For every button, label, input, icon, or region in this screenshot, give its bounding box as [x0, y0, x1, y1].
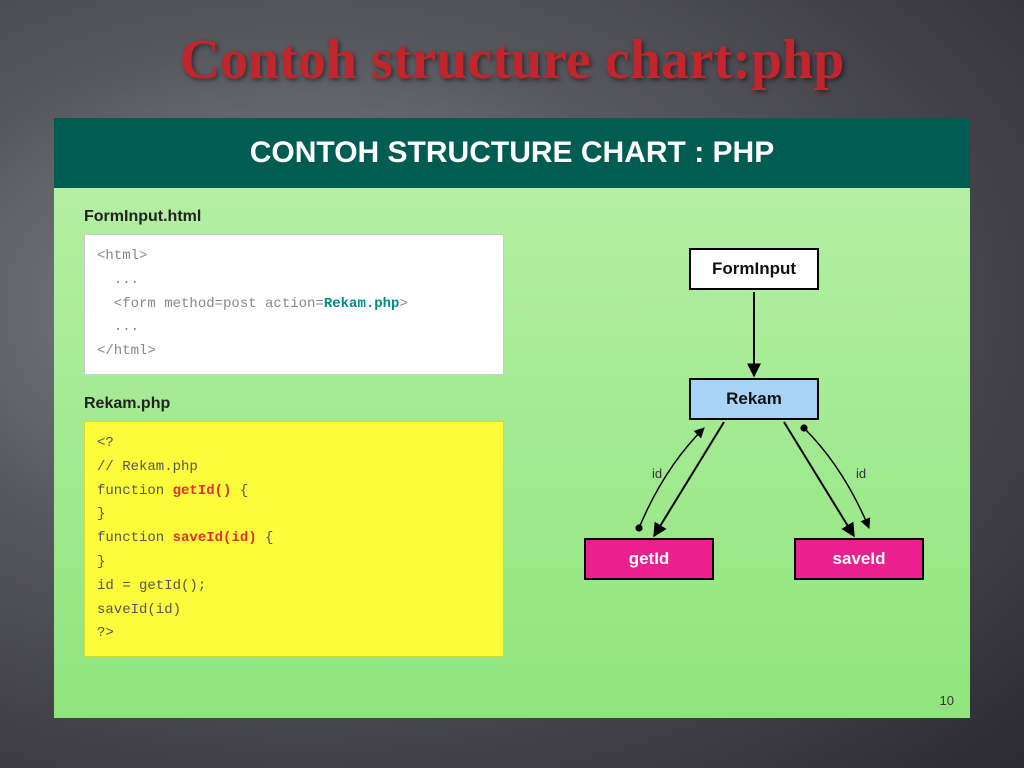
node-getid: getId [584, 538, 714, 580]
code-line: <? [97, 435, 114, 451]
code-line: id = getId(); [97, 578, 206, 594]
code-line: } [97, 554, 105, 570]
code-box-php: <? // Rekam.php function getId() { } fun… [84, 421, 504, 657]
structure-chart: id id FormInput Rekam getId saveId [544, 248, 954, 678]
diagram-edges [544, 248, 954, 678]
code-highlight: getId() [173, 483, 232, 499]
code-line: ... [97, 272, 139, 288]
node-saveid: saveId [794, 538, 924, 580]
slide-title: Contoh structure chart:php [0, 0, 1024, 102]
code-line: // Rekam.php [97, 459, 198, 475]
code-box-html: <html> ... <form method=post action=Reka… [84, 234, 504, 375]
code-column: FormInput.html <html> ... <form method=p… [84, 208, 504, 657]
code-highlight: Rekam.php [324, 296, 400, 312]
banner-title: CONTOH STRUCTURE CHART : PHP [54, 118, 970, 188]
code-line: <html> [97, 248, 147, 264]
code-line: function [97, 483, 173, 499]
code-line: ?> [97, 625, 114, 641]
code-line: </html> [97, 343, 156, 359]
code-line: <form method=post action= [97, 296, 324, 312]
file-label-php: Rekam.php [84, 395, 504, 413]
content-panel: CONTOH STRUCTURE CHART : PHP FormInput.h… [54, 118, 970, 718]
code-highlight: saveId(id) [173, 530, 257, 546]
code-line: { [231, 483, 248, 499]
code-line: > [399, 296, 407, 312]
code-line: function [97, 530, 173, 546]
page-number: 10 [940, 693, 954, 708]
code-line: } [97, 506, 105, 522]
node-rekam: Rekam [689, 378, 819, 420]
file-label-html: FormInput.html [84, 208, 504, 226]
edge-label-left: id [652, 466, 662, 481]
code-line: { [257, 530, 274, 546]
node-forminput: FormInput [689, 248, 819, 290]
code-line: ... [97, 319, 139, 335]
code-line: saveId(id) [97, 602, 181, 618]
edge-label-right: id [856, 466, 866, 481]
